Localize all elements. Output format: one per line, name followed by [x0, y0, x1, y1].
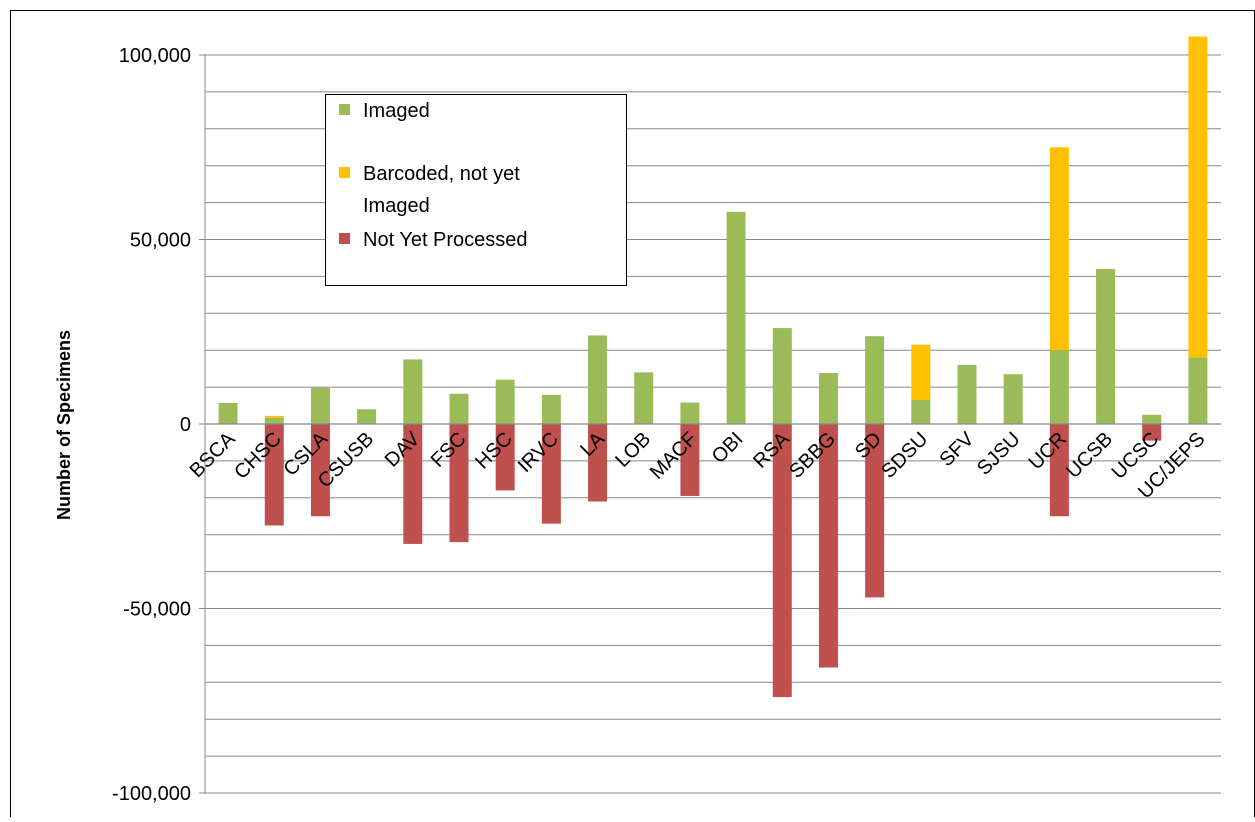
bar-sfv-series-0 [957, 364, 977, 424]
legend-label: Not Yet Processed [363, 229, 528, 251]
bar-ucr-series-0 [1049, 350, 1069, 424]
y-tick-label: 100,000 [119, 45, 191, 67]
y-tick-label: -50,000 [123, 599, 191, 621]
legend-box [325, 94, 627, 286]
bar-ucsc-series-2 [1142, 424, 1162, 441]
bar-sbbg-series-2 [818, 424, 838, 668]
bar-fsc-series-2 [449, 424, 469, 543]
bar-sbbg-series-0 [818, 373, 838, 424]
bar-macf-series-0 [680, 402, 700, 424]
bar-la-series-0 [588, 335, 608, 424]
bar-hsc-series-0 [495, 379, 515, 424]
legend-label: Imaged [363, 100, 430, 122]
y-tick-label: 0 [180, 414, 191, 436]
bar-ucsb-series-0 [1096, 269, 1116, 424]
bars [218, 36, 1208, 698]
bar-ucr-series-2 [1049, 424, 1069, 517]
bar-chsc-series-0 [264, 417, 284, 424]
bar-uc-jeps-series-1 [1188, 36, 1208, 358]
legend: Imaged Barcoded, not yet Imaged Not Yet Pro… [325, 94, 627, 286]
bar-bsca-series-0 [218, 402, 238, 424]
y-tick-labels: 100,000 50,000 0 -50,000 -100,000 [112, 45, 191, 805]
legend-swatch [339, 104, 350, 115]
bar-rsa-series-0 [772, 328, 792, 424]
bar-macf-series-2 [680, 424, 700, 496]
axes [199, 54, 1221, 794]
chart-frame [10, 10, 1255, 822]
bar-csla-series-0 [310, 387, 330, 424]
bar-irvc-series-2 [541, 424, 561, 524]
bar-irvc-series-0 [541, 394, 561, 424]
bar-csusb-series-0 [357, 409, 377, 424]
bar-lob-series-0 [634, 372, 654, 424]
bar-ucr-series-1 [1049, 147, 1069, 351]
bar-sdsu-series-0 [911, 400, 931, 424]
bar-sjsu-series-0 [1003, 374, 1023, 424]
bar-chsc-series-1 [264, 415, 284, 418]
bar-dav-series-0 [403, 359, 423, 424]
y-axis-label: Number of Specimens [54, 330, 74, 520]
bar-dav-series-2 [403, 424, 423, 544]
bar-obi-series-0 [726, 211, 746, 424]
bar-rsa-series-2 [772, 424, 792, 698]
y-tick-label: -100,000 [112, 783, 191, 805]
bar-chsc-series-2 [264, 424, 284, 526]
bar-hsc-series-2 [495, 424, 515, 491]
bar-fsc-series-0 [449, 393, 469, 424]
legend-swatch [339, 167, 350, 178]
bar-la-series-2 [588, 424, 608, 502]
y-tick-label: 50,000 [130, 230, 191, 252]
bar-csla-series-2 [310, 424, 330, 517]
legend-label: Barcoded, not yet [363, 163, 520, 185]
bar-sd-series-2 [865, 424, 885, 598]
legend-swatch [339, 233, 350, 244]
bar-sdsu-series-1 [911, 344, 931, 401]
legend-label: Imaged [363, 195, 430, 217]
bar-uc-jeps-series-0 [1188, 357, 1208, 424]
bar-ucsc-series-0 [1142, 414, 1162, 424]
bar-sd-series-0 [865, 336, 885, 424]
